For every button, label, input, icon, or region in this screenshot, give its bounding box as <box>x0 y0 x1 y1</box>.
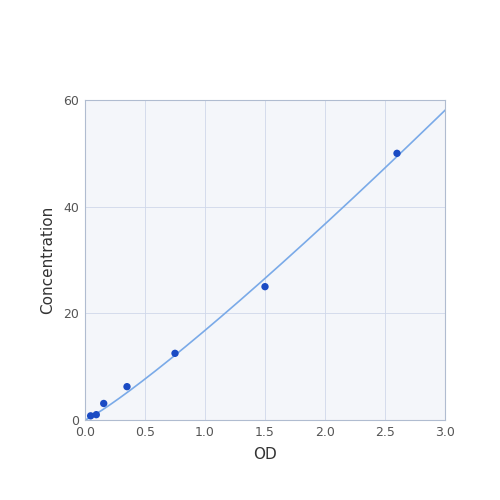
Point <box>100 400 108 407</box>
Point <box>171 350 179 358</box>
Point <box>261 282 269 290</box>
Point <box>123 382 131 390</box>
Point <box>86 412 94 420</box>
Point <box>393 150 401 158</box>
Y-axis label: Concentration: Concentration <box>40 206 55 314</box>
Point <box>92 410 100 418</box>
X-axis label: OD: OD <box>253 447 277 462</box>
